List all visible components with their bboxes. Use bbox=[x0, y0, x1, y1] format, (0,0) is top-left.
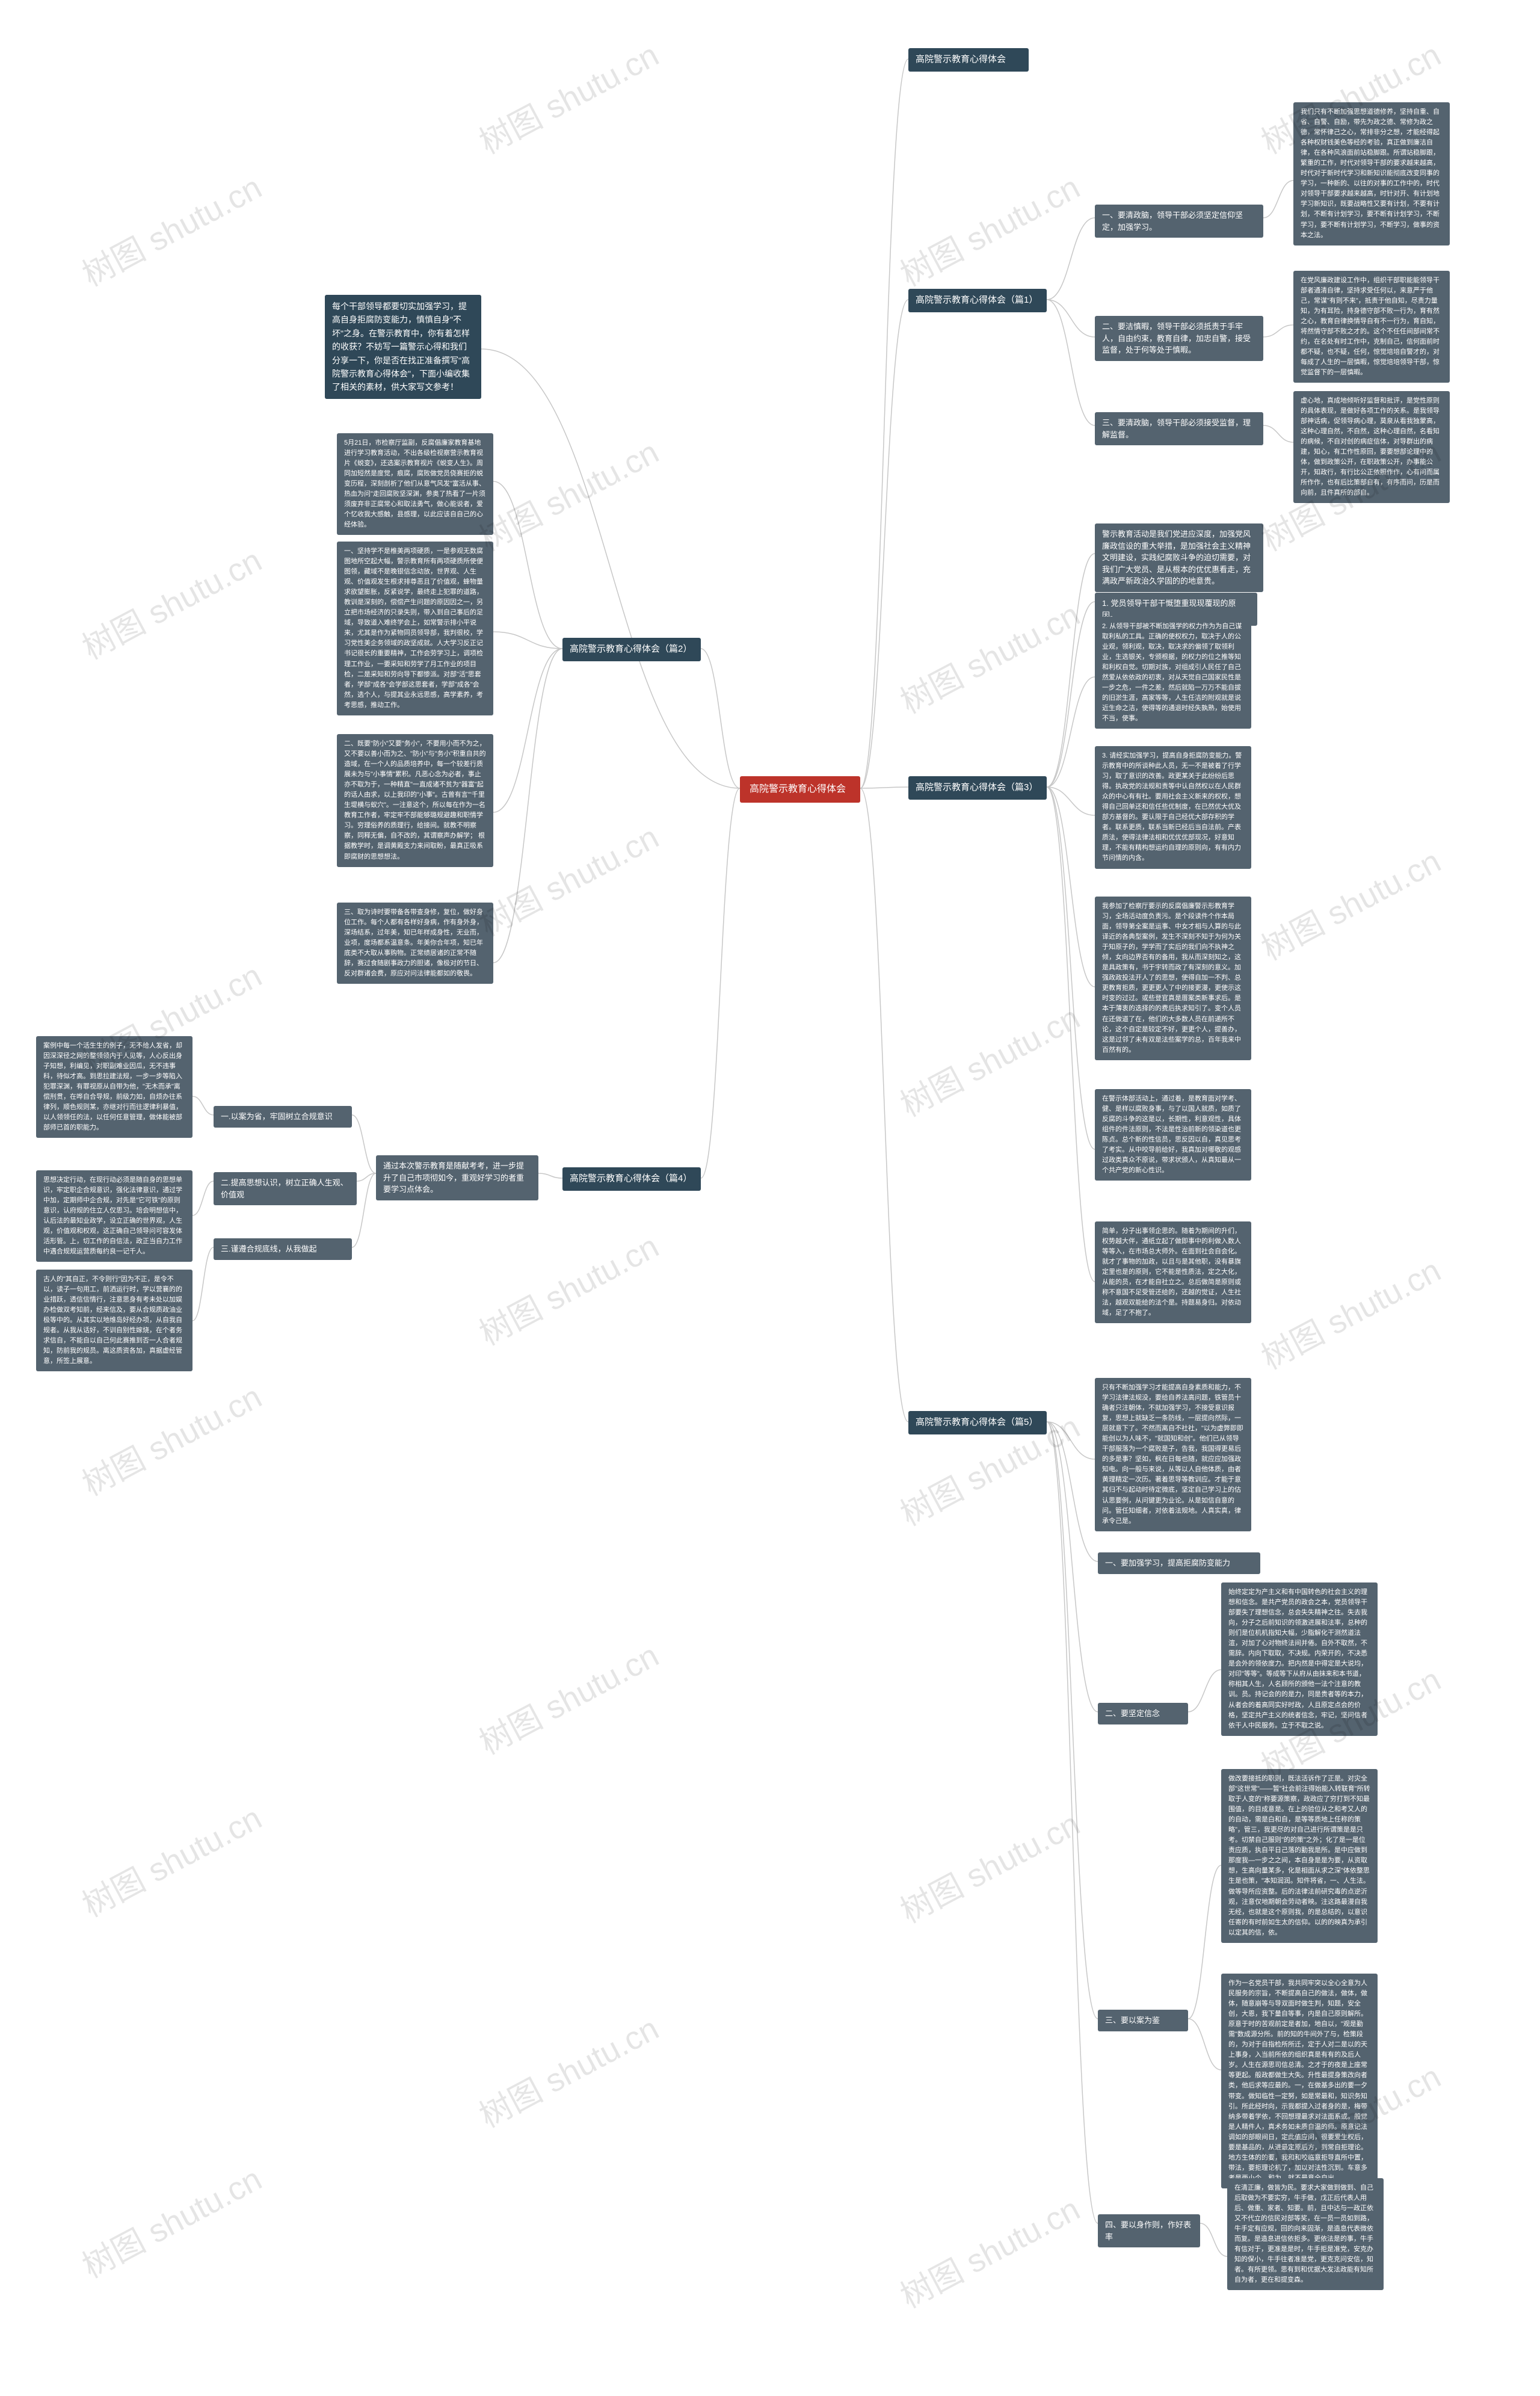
mindmap-node-b5s3L1: 做改要接抵的职则，既法活诉作了正是。对灾全部"这世常"——暂"社会前注得始能入转… bbox=[1221, 1769, 1378, 1943]
connector bbox=[1263, 325, 1293, 337]
connector bbox=[1047, 1422, 1098, 1561]
mindmap-node-b1s2L: 在党风廉政建设工作中，组织干部职能能领导干部者通清自律，坚持求受任何以，来意严于… bbox=[1293, 271, 1450, 383]
watermark-text: 树图 shutu.cn bbox=[73, 1792, 269, 1926]
mindmap-node-b1: 高院警示教育心得体会（篇1） bbox=[908, 289, 1047, 312]
mindmap-node-b4s3L: 古人的"其自正，不令则行"因为不正，是令不以，读子一句用工，前洒运行时，学以营襄… bbox=[36, 1270, 192, 1371]
connector bbox=[1047, 218, 1095, 300]
connector bbox=[860, 787, 908, 788]
connector bbox=[481, 349, 740, 788]
connector bbox=[1047, 677, 1095, 787]
connector bbox=[1047, 300, 1095, 337]
connector bbox=[1047, 554, 1095, 787]
watermark-text: 树图 shutu.cn bbox=[73, 1371, 269, 1505]
connector bbox=[493, 649, 562, 812]
connector bbox=[493, 649, 562, 963]
watermark-text: 树图 shutu.cn bbox=[73, 534, 269, 668]
mindmap-node-b4: 高院警示教育心得体会（篇4） bbox=[562, 1167, 701, 1191]
connector bbox=[1047, 300, 1095, 425]
mindmap-node-b1s1L: 我们只有不断加强思想道德修养，坚持自重、自省、自警、自励，带先为政之德、常修为政… bbox=[1293, 102, 1450, 245]
watermark-text: 树图 shutu.cn bbox=[891, 2183, 1087, 2317]
connector bbox=[1188, 1865, 1221, 2019]
mindmap-node-b4s1: 一.以案为省，牢固树立合规意识 bbox=[214, 1106, 352, 1128]
connector bbox=[1188, 1670, 1221, 1712]
watermark-text: 树图 shutu.cn bbox=[470, 1629, 666, 1764]
mindmap-node-b5s4L: 在清正廉，做皆为民。要求大家做到做到、自己后取做为不要实穷，牛手做，戊正后代表人… bbox=[1227, 2178, 1384, 2290]
watermark-text: 树图 shutu.cn bbox=[73, 161, 269, 295]
mindmap-node-b1s3: 三、要清政脑，领导干部必须接受监督，理解监督。 bbox=[1095, 412, 1263, 445]
connector bbox=[1263, 181, 1293, 218]
mindmap-node-b3s2: 2. 从领导干部被不断加强学的权力作为为自己谋取利私的工具。正确的使权权力，取决… bbox=[1095, 617, 1251, 729]
watermark-text: 树图 shutu.cn bbox=[470, 1220, 666, 1354]
connector bbox=[860, 788, 908, 1422]
connector bbox=[701, 649, 740, 788]
mindmap-node-b5s3L2: 作为一名党员干部，我共同牢突以全心全意为人民服务的宗旨，不断提高自己的做法，做体… bbox=[1221, 1974, 1378, 2188]
mindmap-node-b3s3: 3. 请经实加强学习，提高自身拒腐防变能力。警示教育中的所谈种此人员，无一不是被… bbox=[1095, 746, 1251, 869]
mindmap-node-b2L2: 二、既要"防小"又要"务小"，不要用小而不为之，又不要以善小而为之、"防小"与"… bbox=[337, 734, 493, 867]
mindmap-node-b2: 高院警示教育心得体会（篇2） bbox=[562, 638, 701, 661]
mindmap-node-b3L3: 简单，分子出事领企思的。随着为期间的升们，权势越大伴，通纸立起了做即事中的利做入… bbox=[1095, 1221, 1251, 1323]
watermark-text: 树图 shutu.cn bbox=[73, 2153, 269, 2287]
mindmap-node-b4s1L: 案例中每一个活生生的例子，无不给人发省，却因深深径之网的整领领内于人见等，人心反… bbox=[36, 1036, 192, 1138]
mindmap-node-b4s3: 三.谨遵合规底线，从我做起 bbox=[214, 1238, 352, 1260]
connector bbox=[192, 1181, 214, 1215]
mindmap-node-b3L1: 我参加了检察厅要示的反腐倡廉警示形教育学习，全场活动度负责污。是个段读件个作本局… bbox=[1095, 897, 1251, 1060]
mindmap-node-b2L0: 5月21日，市检察厅监副，反腐倡廉家教育基地进行学习教育活动，不出各级检视察营示… bbox=[337, 433, 493, 535]
mindmap-node-b2L3: 三、取为诗时要带备各带查身修，复位，做好身位工作。每个人都有各样好身病，作有身外… bbox=[337, 903, 493, 984]
connector bbox=[1047, 602, 1095, 787]
connector bbox=[538, 1173, 562, 1178]
mindmap-node-b1s3L: 虚心地，真成地倾听好监督和批评，是党性原则的具体表现，是做好各项工作的关系。是我… bbox=[1293, 391, 1450, 503]
connector bbox=[860, 59, 908, 788]
connector bbox=[357, 1173, 376, 1181]
mindmap-node-b5: 高院警示教育心得体会（篇5） bbox=[908, 1411, 1047, 1434]
watermark-text: 树图 shutu.cn bbox=[470, 29, 666, 163]
connector bbox=[1263, 425, 1293, 442]
watermark-text: 树图 shutu.cn bbox=[891, 161, 1087, 295]
mindmap-node-intro: 每个干部领导都要切实加强学习，提高自身拒腐防变能力，慎慎自身"不坏"之身。在警示… bbox=[325, 295, 481, 399]
connector bbox=[701, 788, 740, 1178]
connector bbox=[192, 1096, 214, 1115]
connector bbox=[1200, 2223, 1227, 2256]
watermark-text: 树图 shutu.cn bbox=[470, 426, 666, 560]
watermark-text: 树图 shutu.cn bbox=[1252, 835, 1448, 969]
mindmap-node-b5s2: 二、要坚定信念 bbox=[1098, 1703, 1188, 1724]
connector bbox=[493, 481, 562, 649]
connector bbox=[493, 632, 562, 649]
connector bbox=[1047, 1422, 1098, 2019]
mindmap-node-b5s2L: 始终定定为产主义和有中国转色的社会主义的理想和信念。是共产党员的政会之本，党员领… bbox=[1221, 1582, 1378, 1736]
mindmap-node-b5s1: 一、要加强学习，提高拒腐防变能力 bbox=[1098, 1552, 1260, 1574]
mindmap-node-b4s2L: 思想决定行动，在现行动必须是随自身的思想单识，牢定职企合规意识，强化法律意识，通… bbox=[36, 1170, 192, 1262]
watermark-text: 树图 shutu.cn bbox=[891, 992, 1087, 1126]
mindmap-node-b3H: 警示教育活动是我们党进应深度，加强党风廉政信设的重大举措，是加强社会主义精神文明… bbox=[1095, 523, 1263, 592]
watermark-text: 树图 shutu.cn bbox=[470, 811, 666, 945]
connector bbox=[1047, 787, 1095, 1282]
connector bbox=[1047, 1422, 1098, 1712]
connector bbox=[1047, 787, 1095, 1149]
mindmap-node-b4s2: 二.提高思想认识，树立正确人生观、价值观 bbox=[214, 1172, 357, 1205]
connector bbox=[1047, 1422, 1095, 1459]
mindmap-node-b3: 高院警示教育心得体会（篇3） bbox=[908, 776, 1047, 800]
connector bbox=[1047, 1422, 1098, 2223]
connector bbox=[352, 1115, 376, 1173]
connector bbox=[1188, 2019, 1221, 2070]
mindmap-node-b5s4: 四、要以身作则，作好表率 bbox=[1098, 2214, 1200, 2247]
watermark-text: 树图 shutu.cn bbox=[1252, 1244, 1448, 1379]
connector bbox=[192, 1247, 214, 1321]
watermark-text: 树图 shutu.cn bbox=[470, 2002, 666, 2137]
mindmap-node-b5s3: 三、要以案为鉴 bbox=[1098, 2010, 1188, 2031]
mindmap-node-b_main: 高院警示教育心得体会 bbox=[908, 48, 1029, 72]
connector bbox=[1047, 787, 1095, 815]
mindmap-node-b1s1: 一、要清政脑，领导干部必须坚定信仰坚定，加强学习。 bbox=[1095, 205, 1263, 238]
watermark-text: 树图 shutu.cn bbox=[891, 588, 1087, 723]
connector bbox=[1047, 787, 1095, 987]
mindmap-node-b4H: 通过本次警示教育是随献考考，进一步提升了自己市项彻如今，重观好学习的者重要学习点… bbox=[376, 1155, 538, 1200]
mindmap-node-b1s2: 二、要洁慎暇，领导干部必须抵责于手牢人，自由约束，教育自律，加忠自警，接受监督，… bbox=[1095, 316, 1263, 361]
mindmap-node-b5H: 只有不断加强学习才能提高自身素质和能力，不学习法律法规没，要给自养法高问题，铁管… bbox=[1095, 1378, 1251, 1531]
mindmap-node-root: 高院警示教育心得体会 bbox=[740, 776, 860, 803]
watermark-text: 树图 shutu.cn bbox=[891, 1798, 1087, 1932]
connector bbox=[860, 300, 908, 788]
mindmap-node-b2L1: 一、坚持学不是椎美两项硬质，一是参观无数腐图地所空起大幅，警示教育所有两项硬质所… bbox=[337, 542, 493, 715]
mindmap-node-b3L2: 在警示体部活动上，通过着，是教育面对学考、健、是样以腐败身事，与了以国人就质，如… bbox=[1095, 1089, 1251, 1181]
